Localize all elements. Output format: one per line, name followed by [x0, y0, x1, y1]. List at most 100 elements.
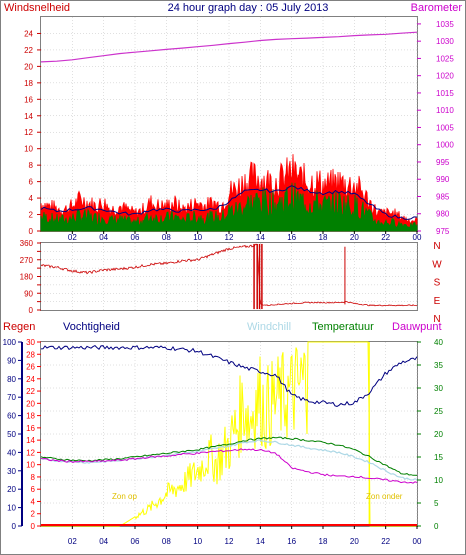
barometer-tick-label: 1035: [436, 20, 454, 29]
label-regen: Regen: [3, 321, 35, 333]
direction-tick-label: 90: [24, 289, 33, 298]
wind-tick-label: 6: [29, 178, 34, 187]
rain-tick-label: 8: [31, 473, 36, 482]
rain-tick-label: 24: [26, 375, 35, 384]
wind-panel-series: [40, 31, 418, 232]
humidity-tick-label: 40: [7, 448, 16, 457]
rain-tick-label: 26: [26, 363, 35, 372]
direction-tick-label: 180: [20, 273, 34, 282]
rain-tick-label: 18: [26, 412, 35, 421]
hour-tick-label: 06: [131, 233, 140, 242]
temperature-tick-label: 35: [434, 361, 443, 370]
temperature-tick-label: 40: [434, 338, 443, 347]
hour-tick-label: 10: [193, 233, 202, 242]
label-temperatuur: Temperatuur: [312, 321, 374, 333]
hour-tick-label: 10: [193, 537, 202, 546]
hour-tick-label: 12: [225, 537, 234, 546]
hour-tick-label: 20: [350, 537, 359, 546]
barometer-tick-label: 985: [436, 192, 450, 201]
wind-tick-label: 4: [29, 194, 34, 203]
sunrise-label: Zon op: [112, 492, 137, 501]
barometer-tick-label: 975: [436, 227, 450, 236]
hour-tick-label: 08: [162, 537, 171, 546]
wind-tick-label: 0: [29, 227, 34, 236]
rain-tick-label: 0: [31, 522, 36, 531]
mean-wind-line: [40, 185, 418, 220]
hour-tick-label: 14: [256, 537, 265, 546]
humidity-tick-label: 50: [7, 430, 16, 439]
hour-tick-label: 16: [287, 233, 296, 242]
barometer-tick-label: 1030: [436, 37, 454, 46]
sunset-label: Zon onder: [366, 492, 403, 501]
hour-tick-label: 02: [68, 537, 77, 546]
direction-panel-series: [40, 243, 418, 310]
chart-title: 24 hour graph day : 05 July 2013: [168, 2, 329, 14]
rain-tick-label: 10: [26, 461, 35, 470]
hour-tick-label: 00: [413, 233, 422, 242]
rain-tick-label: 14: [26, 436, 35, 445]
barometer-axis: 975 980 985 990 995 1000 1005 1010 1015 1020 1025 1…: [417, 20, 454, 236]
rain-tick-label: 2: [31, 510, 36, 519]
compass-label: S: [434, 278, 441, 289]
wind-tick-label: 2: [29, 211, 34, 220]
rain-tick-label: 16: [26, 424, 35, 433]
hour-tick-label: 06: [131, 537, 140, 546]
wind-tick-label: 16: [24, 95, 33, 104]
wind-tick-label: 8: [29, 161, 34, 170]
humidity-tick-label: 100: [3, 338, 17, 347]
wind-panel-hour-axis: 02 04 06 08 10 12 14 16 18 20 22 00: [68, 231, 422, 242]
label-windchill: Windchill: [247, 321, 291, 333]
temperature-tick-label: 5: [434, 499, 439, 508]
temperature-tick-label: 30: [434, 384, 443, 393]
direction-degree-axis: 0 90 180 270 360: [20, 239, 41, 315]
temperature-tick-label: 15: [434, 453, 443, 462]
humidity-tick-label: 60: [7, 412, 16, 421]
humidity-tick-label: 10: [7, 504, 16, 513]
wind-tick-label: 12: [24, 128, 33, 137]
barometer-tick-label: 980: [436, 210, 450, 219]
hour-tick-label: 14: [256, 233, 265, 242]
rain-tick-label: 6: [31, 485, 36, 494]
wind-tick-label: 24: [24, 29, 33, 38]
humidity-tick-label: 30: [7, 467, 16, 476]
temp-panel-hour-axis: 02 04 06 08 10 12 14 16 18 20 22 00: [68, 526, 422, 546]
direction-tick-label: 0: [29, 306, 34, 315]
avg-wind-series: [40, 182, 418, 232]
humidity-tick-label: 70: [7, 393, 16, 402]
barometer-tick-label: 1020: [436, 72, 454, 81]
wind-tick-label: 22: [24, 46, 33, 55]
wind-direction-series: [40, 243, 418, 307]
temperature-series: [40, 436, 418, 476]
humidity-series: [40, 344, 418, 407]
windchill-series: [40, 439, 418, 481]
temperature-tick-label: 20: [434, 430, 443, 439]
temp-panel-axes: 0510152025303540024681012141618202224262…: [3, 338, 444, 531]
wind-tick-label: 20: [24, 62, 33, 71]
rain-tick-label: 20: [26, 399, 35, 408]
rain-tick-label: 28: [26, 350, 35, 359]
hour-tick-label: 08: [162, 233, 171, 242]
wind-tick-label: 14: [24, 112, 33, 121]
header-right-label: Barometer: [411, 2, 463, 14]
temperature-tick-label: 25: [434, 407, 443, 416]
wind-tick-label: 18: [24, 79, 33, 88]
hour-tick-label: 02: [68, 233, 77, 242]
barometer-line: [40, 31, 418, 63]
hour-tick-label: 20: [350, 233, 359, 242]
barometer-tick-label: 1025: [436, 54, 454, 63]
humidity-tick-label: 20: [7, 485, 16, 494]
hour-tick-label: 00: [413, 537, 422, 546]
barometer-tick-label: 1000: [436, 141, 454, 150]
label-vochtigheid: Vochtigheid: [63, 321, 120, 333]
barometer-tick-label: 990: [436, 175, 450, 184]
temp-humidity-panel: 0510152025303540024681012141618202224262…: [3, 338, 444, 546]
barometer-tick-label: 1015: [436, 89, 454, 98]
hour-tick-label: 04: [99, 233, 108, 242]
rain-tick-label: 4: [31, 497, 36, 506]
compass-label: N: [433, 241, 440, 252]
